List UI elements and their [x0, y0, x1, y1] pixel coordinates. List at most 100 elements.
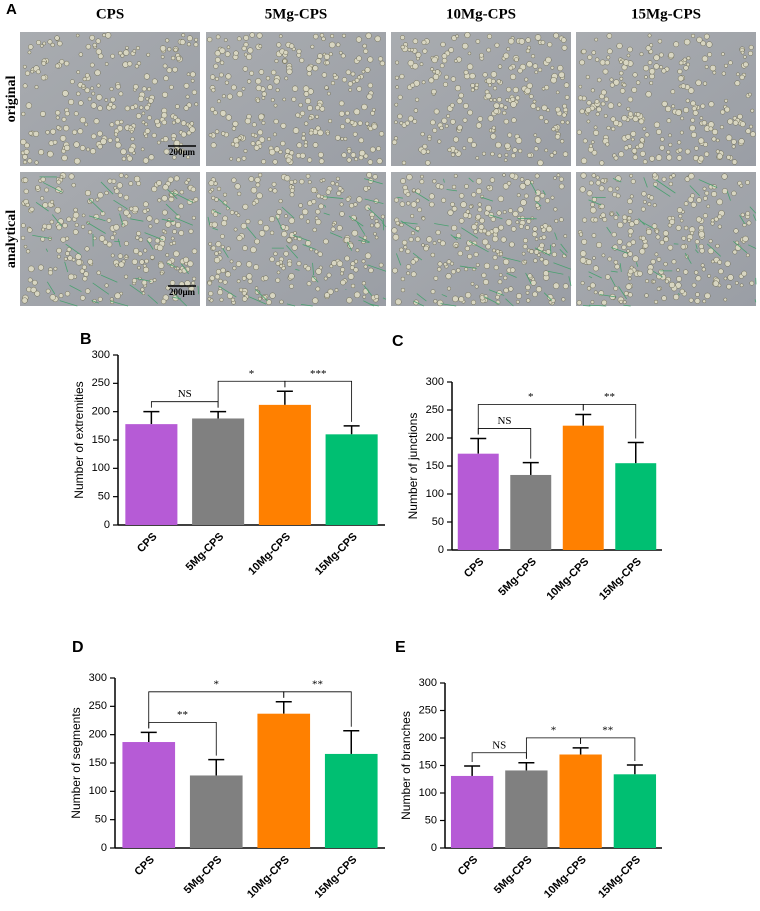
cell: [298, 102, 303, 108]
cell: [133, 84, 139, 90]
bar: [325, 434, 378, 525]
cell: [635, 80, 641, 85]
cell: [208, 189, 213, 194]
cell: [658, 52, 664, 58]
cell: [433, 108, 440, 115]
cell: [586, 119, 591, 124]
cell: [84, 246, 90, 252]
cell: [702, 81, 708, 86]
cell: [492, 227, 500, 234]
cell: [519, 183, 526, 190]
cell: [394, 102, 399, 107]
network-trace: [275, 216, 283, 231]
cell: [605, 274, 611, 280]
cell: [699, 116, 704, 120]
cell: [289, 179, 294, 185]
cell: [256, 192, 263, 199]
cell: [590, 88, 595, 93]
cell: [657, 39, 663, 44]
cell: [250, 187, 258, 194]
cell: [579, 257, 587, 264]
network-trace: [553, 262, 572, 270]
cell: [539, 193, 546, 199]
cell: [676, 155, 683, 161]
cell: [123, 194, 130, 201]
network-trace: [113, 199, 128, 210]
cell: [184, 180, 189, 185]
cell: [47, 270, 54, 276]
cell: [702, 213, 708, 219]
cell: [489, 98, 493, 102]
cell: [336, 190, 342, 196]
cell: [470, 87, 475, 92]
cell: [215, 241, 222, 248]
cell: [560, 139, 565, 144]
cell: [76, 91, 81, 96]
cell: [372, 174, 378, 180]
cell: [593, 217, 599, 223]
bracket-line: [284, 380, 353, 422]
significance-label: *: [249, 368, 255, 380]
network-trace: [440, 303, 457, 307]
cell: [191, 281, 196, 286]
cell: [395, 220, 400, 226]
cell: [124, 254, 129, 259]
cell: [590, 300, 595, 304]
cell: [209, 275, 215, 281]
bracket-line: [283, 691, 352, 727]
column-label: 10Mg-CPS: [446, 6, 516, 22]
cell: [743, 61, 749, 68]
cell: [161, 209, 168, 216]
cell: [24, 142, 30, 149]
cell: [49, 219, 55, 225]
cell: [506, 86, 512, 93]
cell: [503, 275, 508, 281]
cell: [172, 66, 178, 73]
cell: [91, 91, 96, 96]
cell: [211, 195, 216, 200]
y-tick-label: 150: [419, 759, 437, 771]
cell: [298, 203, 303, 208]
cell: [675, 282, 682, 289]
cell: [611, 126, 616, 132]
network-trace: [364, 198, 384, 204]
cell: [52, 139, 58, 145]
cell: [186, 42, 191, 47]
micrograph: [391, 172, 572, 307]
cell: [663, 236, 669, 243]
cell: [141, 279, 148, 286]
cell: [675, 109, 682, 116]
cell: [712, 280, 720, 287]
cell: [589, 180, 594, 186]
cell: [688, 297, 694, 303]
y-axis-label: Number of extremities: [72, 381, 86, 498]
cell: [626, 53, 631, 58]
network-trace: [502, 256, 521, 262]
cell: [137, 251, 143, 257]
cell: [130, 105, 136, 111]
cell: [698, 137, 705, 144]
cell: [84, 122, 89, 127]
cell: [742, 235, 749, 242]
cell: [170, 55, 176, 61]
cell: [236, 157, 241, 163]
cell: [698, 243, 704, 250]
cell: [578, 232, 584, 237]
cell: [186, 177, 191, 182]
cell: [40, 176, 46, 183]
x-tick-label: 10Mg-CPS: [246, 531, 293, 578]
cell: [119, 119, 124, 125]
cell: [613, 215, 619, 220]
cell: [179, 148, 186, 155]
cell: [649, 43, 654, 48]
cell: [704, 292, 711, 299]
cell: [400, 35, 406, 41]
cell: [176, 55, 182, 61]
cell: [144, 134, 148, 138]
cell: [432, 73, 440, 80]
network-trace: [506, 272, 517, 278]
cell: [232, 120, 239, 127]
cell: [214, 274, 221, 280]
network-trace: [695, 244, 698, 250]
cell: [289, 192, 295, 198]
